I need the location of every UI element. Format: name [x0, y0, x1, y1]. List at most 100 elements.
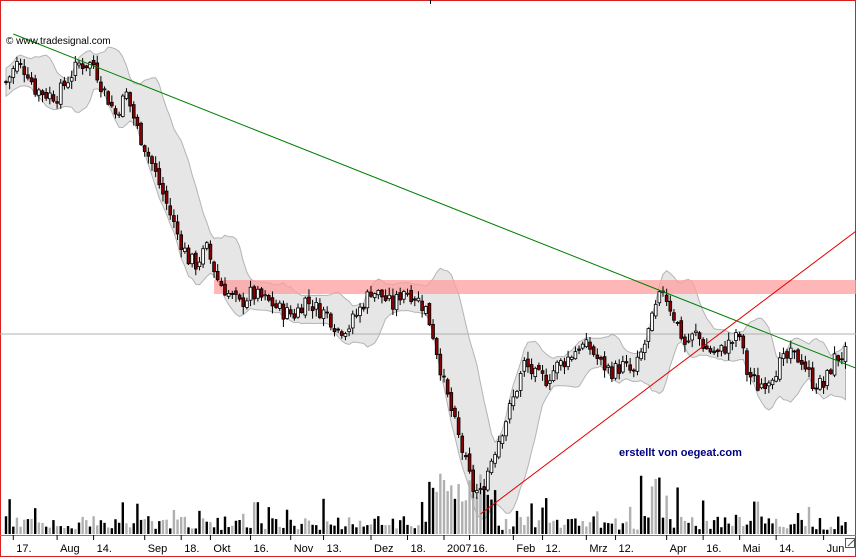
volume-bar [789, 524, 792, 534]
candle-body [394, 294, 399, 311]
volume-bar [450, 485, 453, 534]
volume-bar [322, 498, 325, 534]
volume-bar [607, 523, 610, 534]
candle-body [4, 81, 8, 84]
candle [650, 311, 654, 332]
candle-body [456, 417, 461, 435]
candle-body [792, 350, 797, 353]
volume-bar [15, 517, 19, 534]
candle-body [66, 82, 70, 88]
volume-bar [355, 527, 358, 534]
candle [252, 284, 257, 305]
candle [635, 350, 640, 376]
volume-bar [253, 502, 256, 534]
volume-bar [694, 525, 698, 534]
candle-body [694, 330, 698, 334]
candle-body [763, 383, 767, 389]
candle-body [405, 292, 410, 295]
candle [376, 289, 381, 300]
volume-bar [180, 517, 183, 534]
candle [281, 300, 286, 328]
volume-bar [829, 526, 833, 534]
candle-body [588, 341, 592, 350]
candle-body [299, 307, 304, 314]
candle [507, 399, 512, 424]
volume-bar [581, 521, 584, 534]
candle [241, 292, 246, 315]
candle-body [664, 294, 669, 302]
candle [737, 331, 742, 341]
volume-bar [293, 525, 296, 534]
candle-body [829, 369, 833, 374]
volume-bar [453, 498, 457, 534]
candle-body [438, 353, 443, 376]
volume-bar [315, 525, 318, 534]
candle-body [599, 356, 603, 360]
volume-bar [307, 520, 311, 534]
volume-bar [643, 516, 646, 534]
volume-bar [231, 525, 234, 534]
candle [288, 305, 293, 318]
volume-bar [738, 517, 741, 534]
volume-bar [537, 520, 541, 534]
volume-bar [647, 517, 650, 534]
candle-body [135, 116, 140, 126]
volume-bar [12, 526, 15, 534]
candle [642, 339, 647, 361]
candle-body [774, 376, 778, 382]
candle [80, 57, 85, 75]
candle [778, 352, 782, 382]
volume-bar [698, 529, 701, 534]
volume-bar [402, 516, 406, 534]
candle-body [128, 92, 132, 107]
candle [438, 348, 443, 381]
volume-bar [552, 520, 555, 534]
candle-body [212, 261, 216, 273]
candle [741, 334, 746, 355]
candle [712, 346, 716, 356]
volume-bar [329, 524, 333, 534]
candle [537, 362, 541, 371]
volume-bar [344, 526, 347, 534]
volume-bar [289, 519, 292, 534]
candle [350, 310, 355, 335]
volume-bar [260, 523, 263, 534]
volume-bar [19, 526, 22, 534]
resize-handle-icon[interactable] [845, 538, 855, 548]
candle-body [99, 81, 103, 93]
volume-bar [621, 523, 625, 534]
candle-body [164, 190, 169, 204]
candle-body [230, 293, 235, 295]
candle [460, 432, 465, 460]
volume-bar [504, 518, 508, 534]
candle [788, 340, 793, 364]
volume-bar [409, 526, 413, 534]
volume-bar [534, 527, 537, 534]
volume-bar [399, 520, 402, 534]
candle-body [442, 375, 446, 378]
volume-bar [114, 519, 117, 534]
candle [106, 90, 111, 106]
volume-bar [63, 527, 66, 534]
candle [730, 340, 735, 351]
candle [445, 377, 450, 398]
volume-bar [154, 528, 157, 534]
candle-body [653, 303, 658, 317]
volume-bar [599, 527, 603, 534]
candle [763, 377, 767, 395]
volume-bar [88, 526, 92, 534]
x-axis-ticks: 17. Aug 14. Sep 18. Okt 16. Nov 13. Dez 18. 2007 16.… [12, 535, 844, 555]
candle-body [219, 280, 224, 286]
volume-bar [369, 524, 373, 534]
volume-bar [774, 518, 778, 534]
volume-bar [742, 526, 745, 534]
candle [690, 332, 694, 348]
candle [825, 369, 830, 390]
volume-bar [804, 526, 807, 534]
candle [226, 289, 231, 299]
candle-body [712, 350, 716, 354]
candle-body [288, 309, 293, 315]
candle-body [22, 66, 27, 75]
volume-bar [636, 529, 639, 534]
candle [208, 240, 213, 264]
